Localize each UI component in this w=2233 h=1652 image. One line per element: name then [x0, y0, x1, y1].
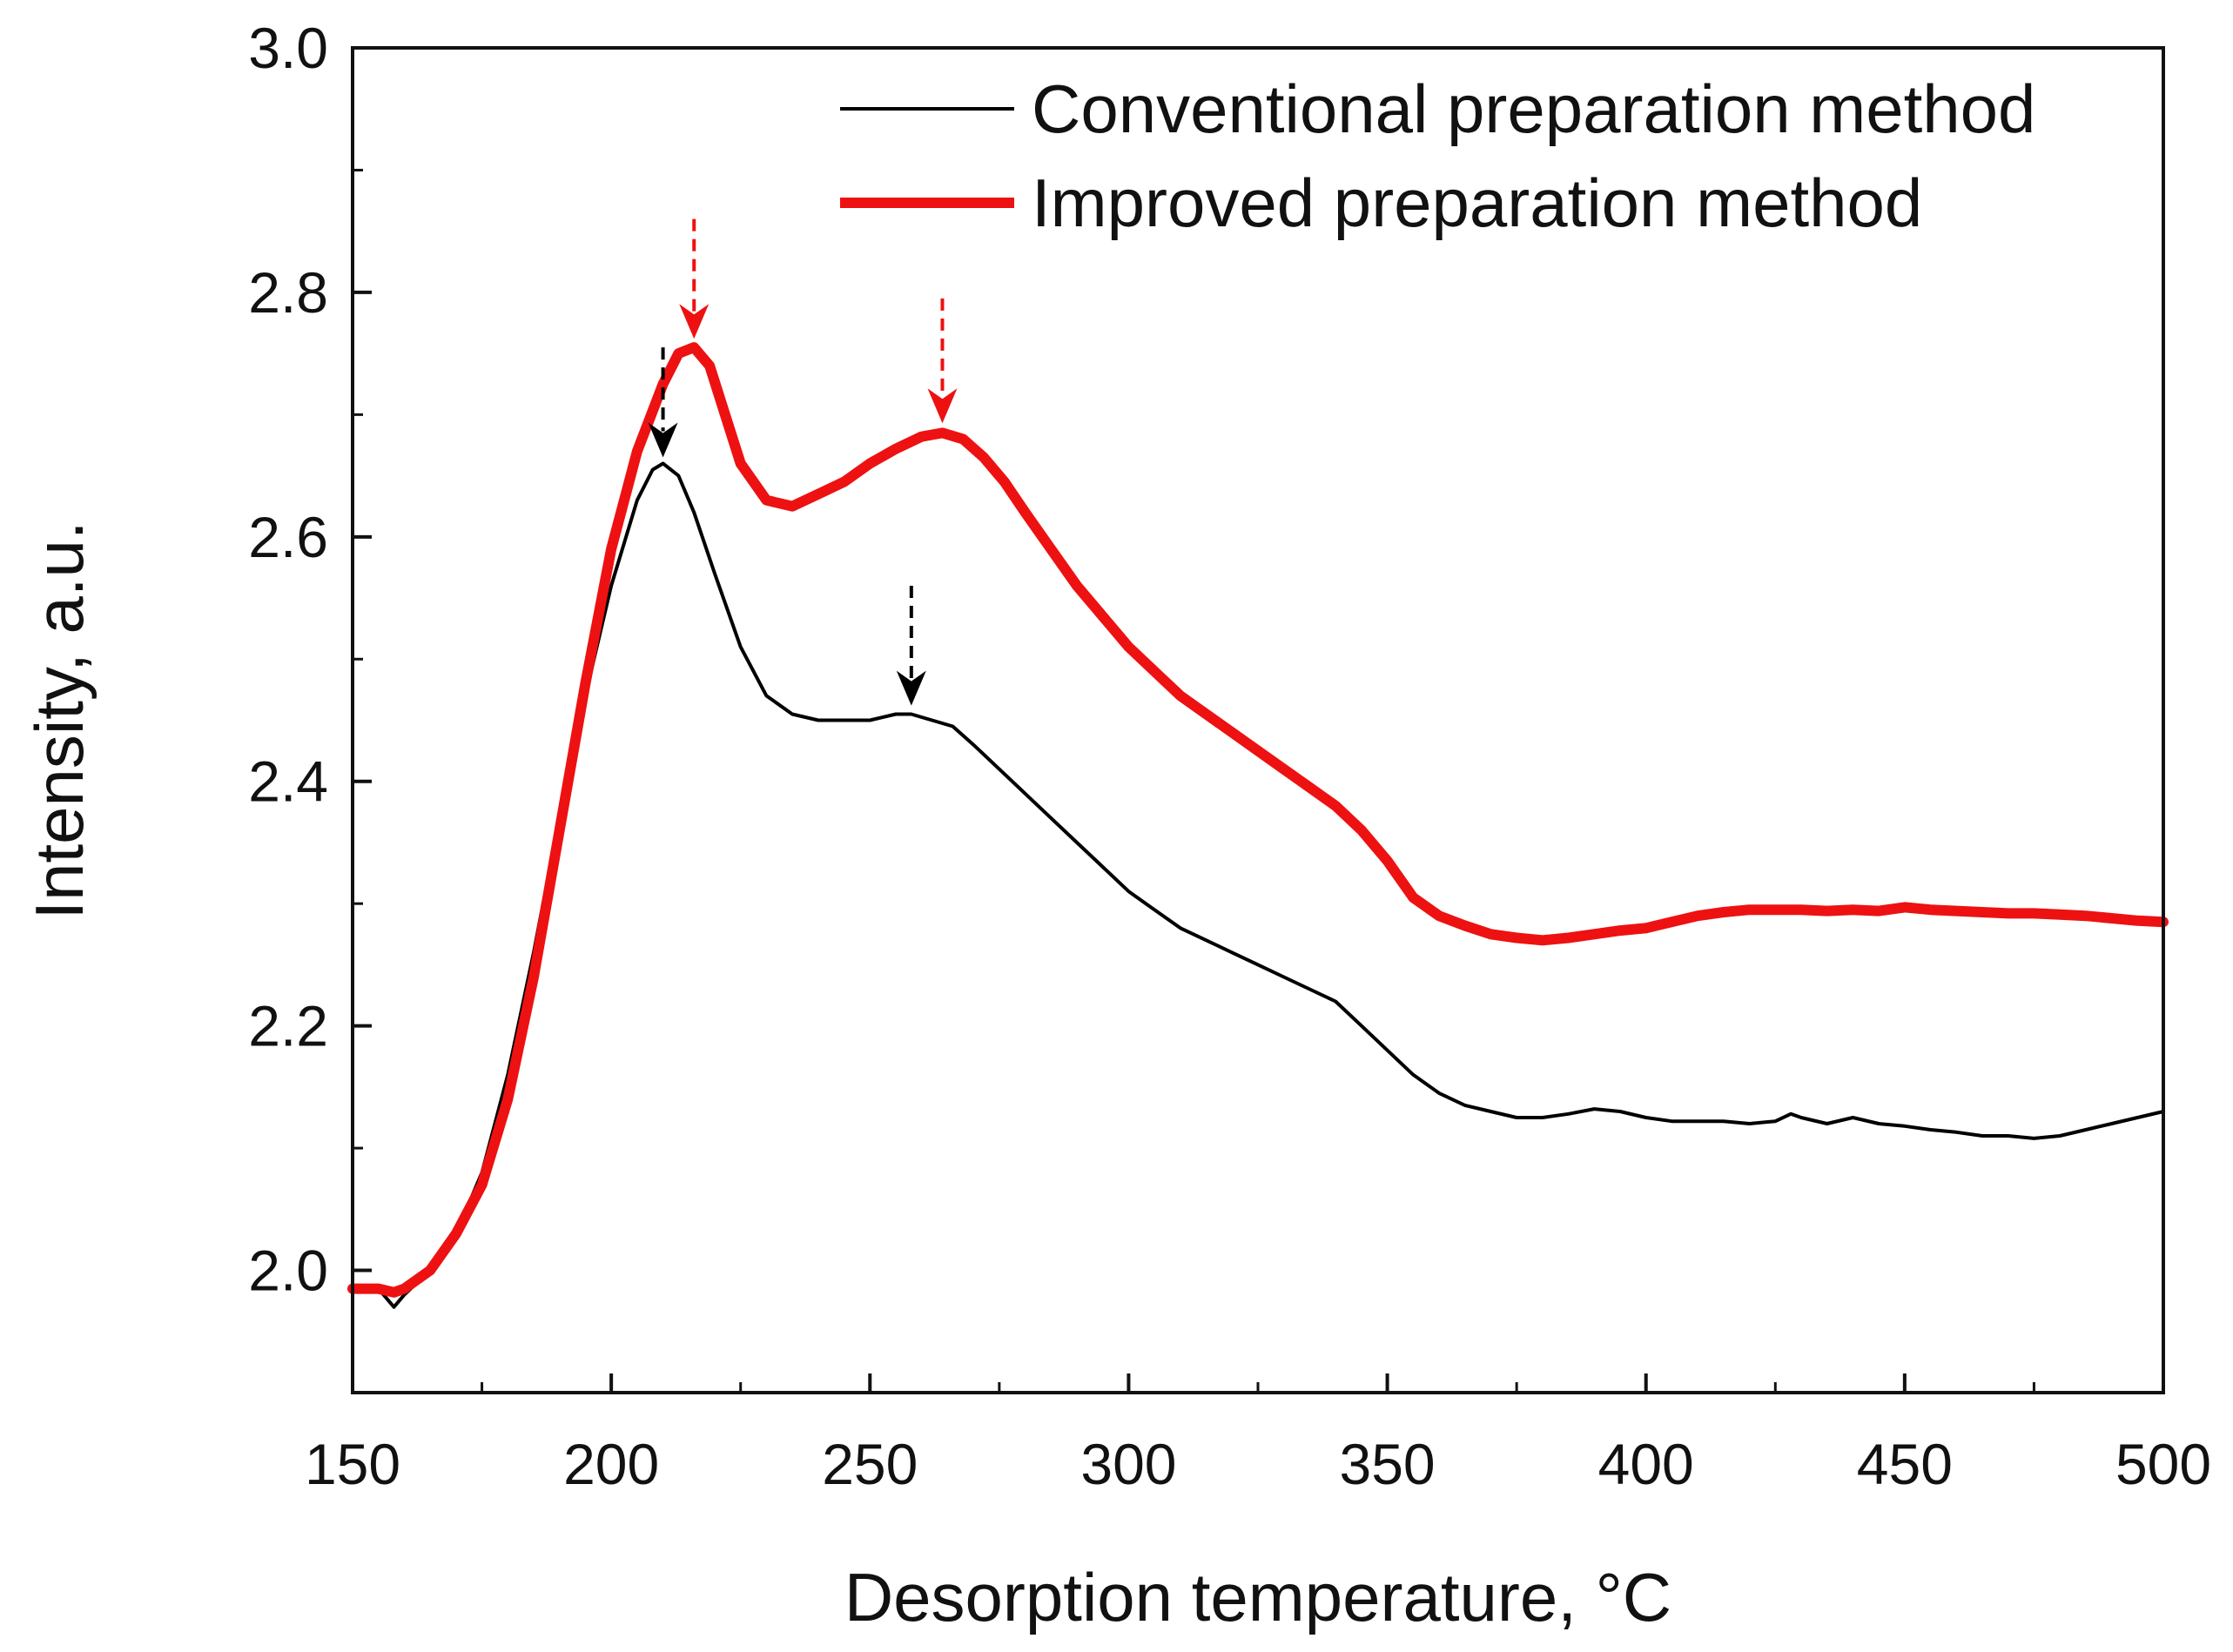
x-tick-label: 450 — [1857, 1432, 1953, 1496]
y-axis: 2.0 2.2 2.4 2.6 2.8 3.0 — [248, 16, 372, 1394]
x-axis: 150 200 250 300 350 400 450 500 — [305, 1373, 2211, 1496]
annotation-arrowhead — [896, 670, 926, 706]
plot-marks — [347, 342, 2169, 1309]
y-tick-label: 2.8 — [248, 260, 328, 325]
x-tick-label: 150 — [305, 1432, 400, 1496]
legend-label-improved: Improved preparation method — [1032, 165, 1922, 241]
y-tick-label: 2.4 — [248, 749, 328, 814]
y-tick-label: 3.0 — [248, 16, 328, 80]
x-tick-label: 300 — [1080, 1432, 1176, 1496]
y-tick-label: 2.6 — [248, 505, 328, 569]
x-tick-label: 350 — [1340, 1432, 1436, 1496]
x-tick-label: 200 — [563, 1432, 659, 1496]
y-tick-label: 2.0 — [248, 1239, 328, 1303]
annotation-arrowhead — [927, 388, 958, 424]
x-tick-label: 500 — [2115, 1432, 2211, 1496]
x-axis-title: Desorption temperature, °C — [844, 1559, 1671, 1635]
series-line-improved — [347, 342, 2169, 1298]
annotation-arrows — [648, 218, 958, 706]
y-tick-label: 2.2 — [248, 994, 328, 1058]
annotation-arrowhead — [648, 422, 678, 458]
legend-label-conventional: Conventional preparation method — [1032, 71, 2035, 147]
x-tick-label: 250 — [822, 1432, 918, 1496]
x-tick-label: 400 — [1598, 1432, 1694, 1496]
legend: Conventional preparation method Improved… — [840, 71, 2035, 241]
annotation-arrowhead — [679, 304, 710, 339]
y-axis-title: Intensity, a.u. — [21, 520, 98, 919]
series-line-conventional — [351, 461, 2165, 1309]
